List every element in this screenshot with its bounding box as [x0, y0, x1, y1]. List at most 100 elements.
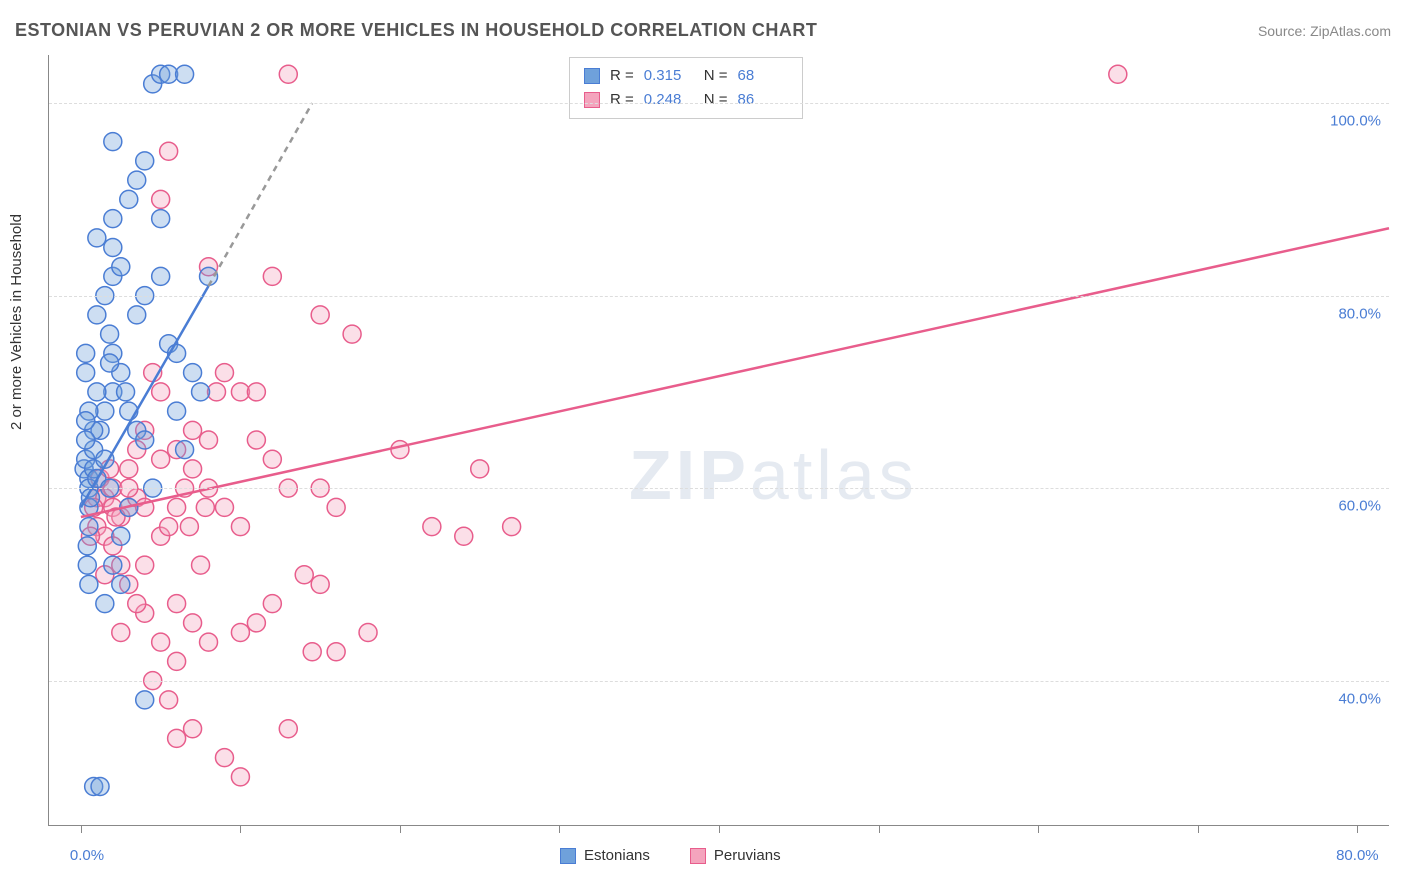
data-point [117, 383, 135, 401]
gridline [49, 296, 1389, 297]
data-point [104, 133, 122, 151]
r-value-estonians: 0.315 [644, 64, 694, 88]
data-point [263, 267, 281, 285]
data-point [391, 441, 409, 459]
data-point [215, 498, 233, 516]
x-tick-label: 80.0% [1336, 847, 1379, 864]
data-point [128, 595, 146, 613]
data-point [192, 383, 210, 401]
x-tick [719, 825, 720, 833]
data-point [88, 383, 106, 401]
n-label: N = [704, 64, 728, 88]
data-point [343, 325, 361, 343]
data-point [184, 614, 202, 632]
data-point [112, 624, 130, 642]
data-point [120, 460, 138, 478]
data-point [96, 595, 114, 613]
data-point [80, 575, 98, 593]
x-tick [81, 825, 82, 833]
data-point [160, 518, 178, 536]
data-point [77, 431, 95, 449]
y-tick-label: 40.0% [1338, 690, 1381, 707]
x-tick [1038, 825, 1039, 833]
data-point [279, 65, 297, 83]
data-point [88, 306, 106, 324]
data-point [200, 431, 218, 449]
data-point [152, 383, 170, 401]
trend-line [209, 103, 313, 286]
data-point [176, 65, 194, 83]
x-tick [1198, 825, 1199, 833]
data-point [327, 643, 345, 661]
data-point [136, 691, 154, 709]
data-point [104, 210, 122, 228]
data-point [231, 518, 249, 536]
gridline [49, 681, 1389, 682]
data-point [160, 142, 178, 160]
data-point [196, 498, 214, 516]
y-tick-label: 80.0% [1338, 305, 1381, 322]
data-point [128, 306, 146, 324]
data-point [78, 537, 96, 555]
data-point [80, 518, 98, 536]
data-point [192, 556, 210, 574]
x-tick-label: 0.0% [70, 847, 104, 864]
data-point [112, 527, 130, 545]
data-point [303, 643, 321, 661]
n-label: N = [704, 88, 728, 112]
chart-header: ESTONIAN VS PERUVIAN 2 OR MORE VEHICLES … [15, 20, 1391, 41]
data-point [128, 171, 146, 189]
n-value-peruvians: 86 [738, 88, 788, 112]
data-point [184, 720, 202, 738]
gridline [49, 488, 1389, 489]
data-point [295, 566, 313, 584]
legend-label: Estonians [584, 847, 650, 864]
gridline [49, 103, 1389, 104]
data-point [112, 575, 130, 593]
data-point [104, 556, 122, 574]
data-point [152, 267, 170, 285]
legend-item-peruvians: Peruvians [690, 847, 781, 864]
data-point [152, 210, 170, 228]
x-tick [1357, 825, 1358, 833]
data-point [101, 354, 119, 372]
data-point [311, 575, 329, 593]
data-point [136, 152, 154, 170]
data-point [136, 431, 154, 449]
data-point [77, 412, 95, 430]
data-point [247, 431, 265, 449]
chart-source: Source: ZipAtlas.com [1258, 23, 1391, 39]
data-point [311, 306, 329, 324]
stats-legend-row: R = 0.315 N = 68 [584, 64, 788, 88]
data-point [168, 652, 186, 670]
data-point [200, 633, 218, 651]
data-point [455, 527, 473, 545]
data-point [423, 518, 441, 536]
data-point [104, 239, 122, 257]
data-point [120, 190, 138, 208]
series-legend: Estonians Peruvians [560, 847, 781, 864]
data-point [160, 691, 178, 709]
x-tick [559, 825, 560, 833]
data-point [184, 421, 202, 439]
data-point [152, 190, 170, 208]
data-point [231, 768, 249, 786]
data-point [91, 778, 109, 796]
r-label: R = [610, 64, 634, 88]
y-axis-label: 2 or more Vehicles in Household [8, 214, 25, 430]
data-point [176, 441, 194, 459]
data-point [263, 450, 281, 468]
data-point [168, 498, 186, 516]
y-tick-label: 100.0% [1330, 113, 1381, 130]
r-value-peruvians: 0.248 [644, 88, 694, 112]
swatch-peruvians [690, 848, 706, 864]
swatch-estonians [584, 68, 600, 84]
data-point [168, 595, 186, 613]
legend-item-estonians: Estonians [560, 847, 650, 864]
stats-legend: R = 0.315 N = 68 R = 0.248 N = 86 [569, 57, 803, 119]
legend-label: Peruvians [714, 847, 781, 864]
data-point [112, 258, 130, 276]
data-point [263, 595, 281, 613]
data-point [168, 402, 186, 420]
n-value-estonians: 68 [738, 64, 788, 88]
